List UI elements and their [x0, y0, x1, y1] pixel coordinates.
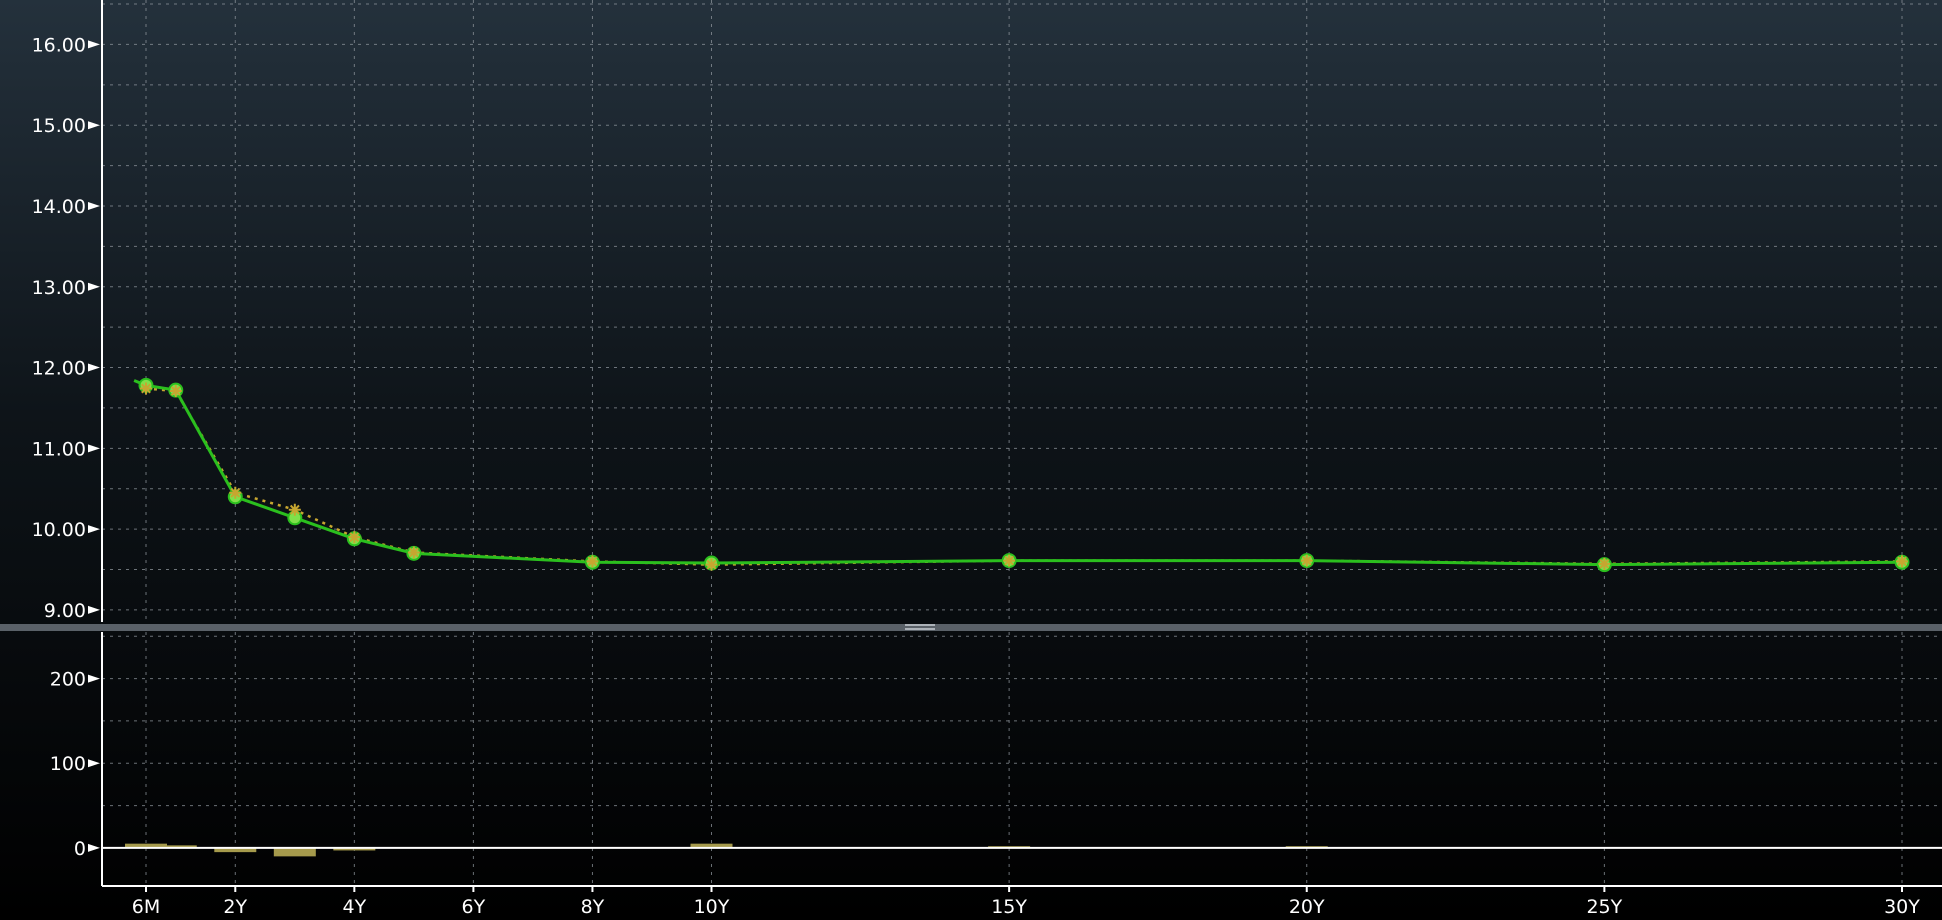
bottom-panel-grid [102, 635, 1942, 849]
prior-point [1598, 557, 1611, 570]
bottom-y-tick-labels: 0 100 200 [50, 669, 100, 860]
x-tick-label: 4Y [342, 896, 366, 918]
x-tick-label: 2Y [223, 896, 247, 918]
prior-point [348, 531, 361, 544]
panel-divider [0, 624, 1942, 631]
change-bar [125, 843, 167, 848]
y-tick-arrow [88, 525, 100, 534]
y-tick-label: 0 [74, 838, 86, 860]
x-tick-label: 10Y [694, 896, 730, 918]
prior-point [1300, 554, 1313, 567]
y-tick-arrow [88, 674, 100, 683]
change-bars [125, 843, 1328, 857]
y-tick-label: 12.00 [32, 358, 86, 380]
prior-point [705, 558, 718, 571]
x-tick-label: 20Y [1289, 896, 1325, 918]
prior-point [1003, 554, 1016, 567]
x-tick-label: 6Y [462, 896, 486, 918]
y-tick-label: 100 [50, 753, 86, 775]
top-panel-grid [102, 3, 1942, 611]
prior-point [140, 382, 152, 395]
x-tick-label: 30Y [1884, 896, 1920, 918]
y-tick-arrow [88, 363, 100, 372]
y-tick-label: 14.00 [32, 196, 86, 218]
top-y-tick-labels: 9.00 10.00 11.00 12.00 13.00 14.00 15.00 16.00 [32, 34, 100, 622]
change-bar [273, 847, 316, 857]
prior-point [169, 384, 182, 397]
x-tick-labels: 6M 2Y 4Y 6Y 8Y 10Y 15Y 20Y 25Y 30Y [132, 886, 1920, 918]
y-tick-arrow [88, 759, 100, 768]
y-tick-label: 200 [50, 669, 86, 691]
change-bar [690, 843, 733, 848]
prior-point [586, 555, 599, 568]
x-tick-label: 15Y [991, 896, 1027, 918]
x-tick-label: 25Y [1586, 896, 1622, 918]
y-tick-arrow [88, 444, 100, 453]
vertical-gridlines [145, 0, 1903, 886]
prior-curve-line [145, 387, 1903, 566]
y-tick-arrow [88, 201, 100, 210]
x-tick-label: 6M [132, 896, 160, 918]
prior-curve-points [140, 382, 1908, 571]
y-tick-label: 10.00 [32, 519, 86, 541]
y-tick-label: 16.00 [32, 34, 86, 56]
prior-point [1896, 555, 1908, 568]
y-tick-arrow [88, 121, 100, 130]
change-bar [333, 847, 376, 851]
change-bar [214, 847, 257, 853]
x-tick-label: 8Y [581, 896, 605, 918]
y-tick-label: 15.00 [32, 115, 86, 137]
y-tick-arrow [88, 843, 100, 852]
y-tick-label: 13.00 [32, 277, 86, 299]
prior-point [229, 486, 242, 499]
y-tick-label: 11.00 [32, 438, 86, 460]
y-tick-arrow [88, 282, 100, 291]
y-tick-label: 9.00 [44, 600, 86, 622]
y-tick-arrow [88, 40, 100, 49]
change-bar [154, 845, 197, 848]
y-tick-arrow [88, 605, 100, 614]
prior-point [288, 503, 301, 516]
prior-point [407, 546, 420, 559]
